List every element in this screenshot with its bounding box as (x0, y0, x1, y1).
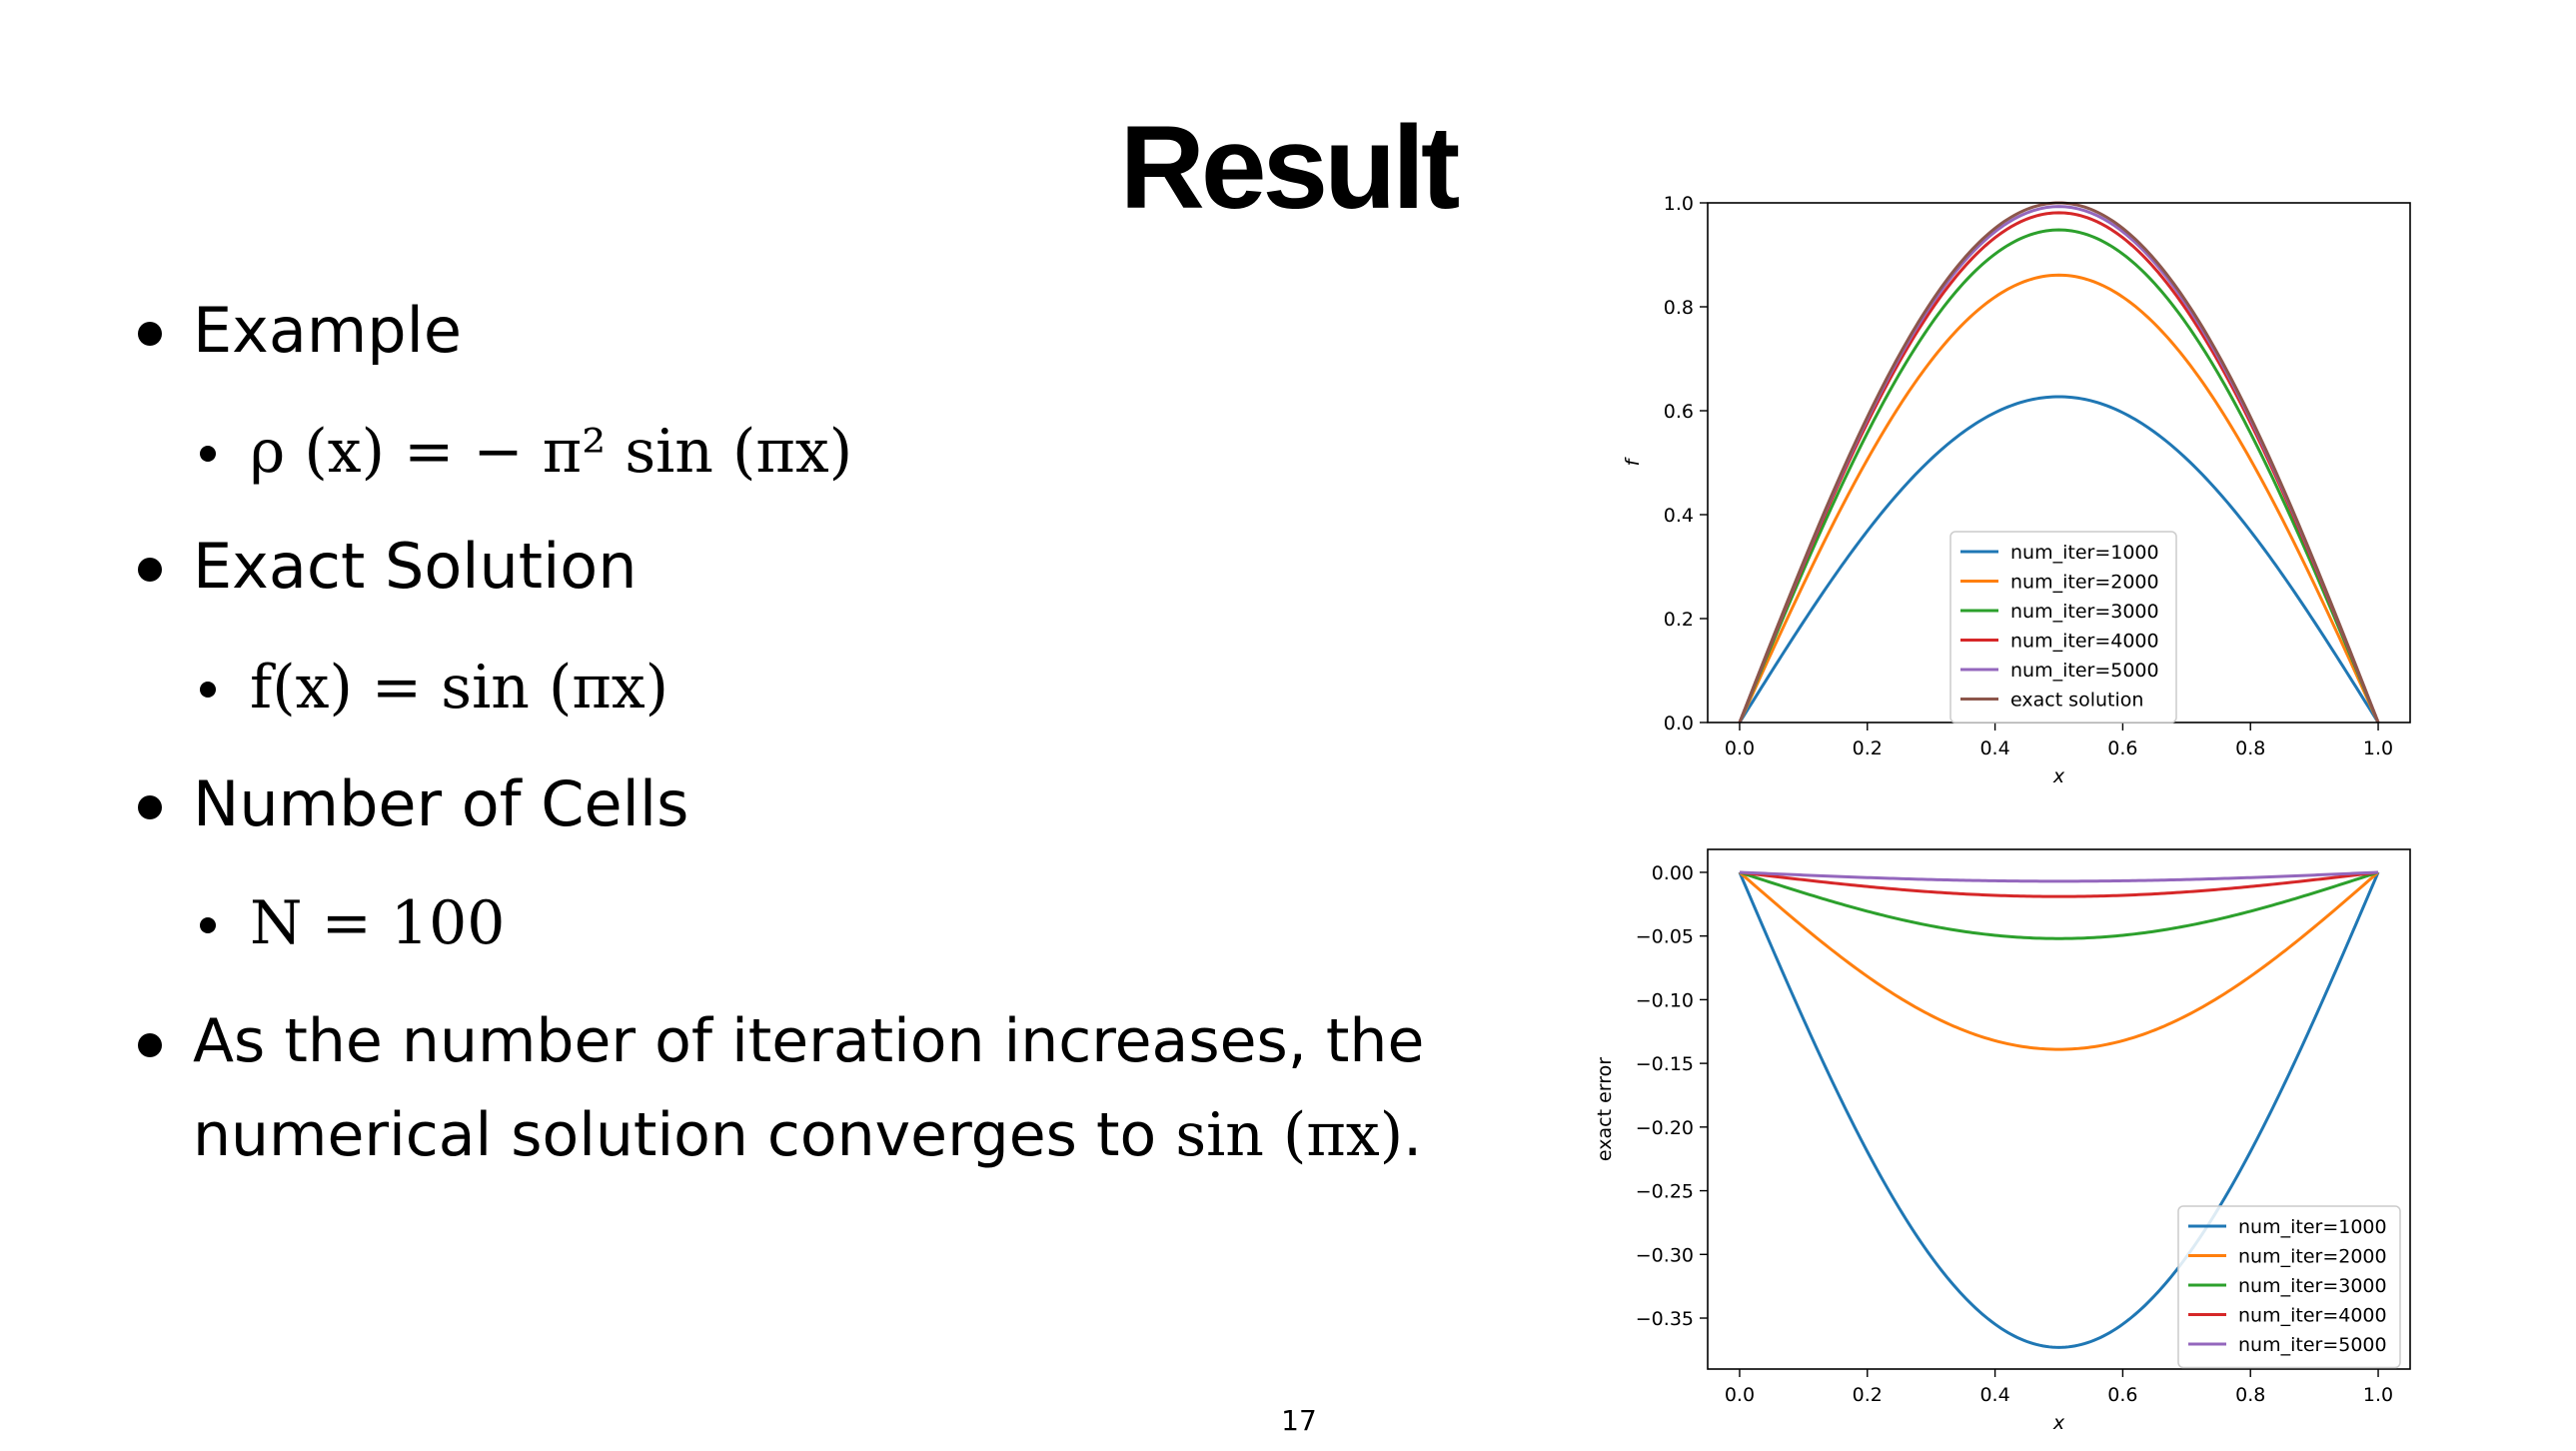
x-axis-label-1: x (2052, 1412, 2065, 1434)
series-line-1-2 (1740, 872, 2378, 938)
series-line-1-1 (1740, 872, 2378, 1049)
x-tick-label-1-0: 0.0 (1725, 1384, 1755, 1406)
legend-label-0-5: exact solution (2010, 690, 2143, 712)
legend-box-0 (1950, 532, 2176, 723)
y-tick-label-0-3: 0.6 (1664, 401, 1694, 423)
legend-label-1-0: num_iter=1000 (2238, 1216, 2387, 1238)
sub-bullet-dot (200, 682, 216, 698)
y-axis-label-0: f (1622, 456, 1644, 466)
legend-label-0-3: num_iter=4000 (2010, 631, 2159, 653)
y-tick-label-1-4: −0.20 (1636, 1117, 1694, 1139)
x-axis-label-0: x (2052, 765, 2065, 787)
series-line-0-1 (1740, 275, 2378, 723)
y-tick-label-1-2: −0.10 (1636, 989, 1694, 1011)
legend-label-1-4: num_iter=5000 (2238, 1334, 2387, 1356)
y-tick-label-1-1: −0.05 (1636, 926, 1694, 948)
bullet-dot (138, 1033, 162, 1057)
y-tick-label-1-0: 0.00 (1652, 862, 1694, 884)
x-tick-label-1-4: 0.8 (2235, 1384, 2265, 1406)
y-tick-label-0-1: 0.2 (1664, 609, 1694, 631)
x-tick-label-0-1: 0.2 (1853, 737, 1883, 759)
x-tick-label-1-2: 0.4 (1979, 1384, 2009, 1406)
bullet-example: Example (193, 300, 462, 362)
bullet-number-of-cells: Number of Cells (193, 773, 688, 835)
series-line-1-4 (1740, 872, 2378, 881)
x-tick-label-0-0: 0.0 (1725, 737, 1755, 759)
bullet-conclusion-line1: As the number of iteration increases, th… (193, 1011, 1424, 1071)
x-tick-label-0-3: 0.6 (2107, 737, 2137, 759)
y-axis-label-1: exact error (1594, 1057, 1616, 1161)
series-line-0-4 (1740, 207, 2378, 723)
sub-bullet-dot (200, 446, 216, 462)
y-tick-label-1-5: −0.25 (1636, 1181, 1694, 1203)
x-tick-label-1-1: 0.2 (1853, 1384, 1883, 1406)
sub-bullet-dot (200, 917, 216, 933)
x-tick-label-1-3: 0.6 (2107, 1384, 2137, 1406)
conclusion-math: sin (πx) (1175, 1100, 1403, 1170)
x-tick-label-0-2: 0.4 (1979, 737, 2009, 759)
series-line-0-2 (1740, 230, 2378, 723)
bullet-dot (138, 795, 162, 819)
series-line-0-3 (1740, 213, 2378, 723)
page-number: 17 (1269, 1404, 1329, 1437)
x-tick-label-0-5: 1.0 (2363, 737, 2393, 759)
legend-label-1-2: num_iter=3000 (2238, 1275, 2387, 1297)
series-line-0-5 (1740, 203, 2378, 723)
legend-label-0-0: num_iter=1000 (2010, 542, 2159, 564)
y-tick-label-0-2: 0.4 (1664, 505, 1694, 527)
legend-label-0-2: num_iter=3000 (2010, 601, 2159, 623)
series-line-1-3 (1740, 872, 2378, 896)
equation-exact: f(x) = sin (πx) (250, 658, 668, 718)
x-tick-label-0-4: 0.8 (2235, 737, 2265, 759)
equation-rho: ρ (x) = − π² sin (πx) (250, 422, 852, 482)
bullet-conclusion-line2: numerical solution converges to sin (πx)… (193, 1105, 1422, 1165)
series-line-0-0 (1740, 397, 2378, 723)
bullet-dot (138, 558, 162, 582)
bullet-list: Example ρ (x) = − π² sin (πx) Exact Solu… (0, 0, 1499, 1299)
legend-label-1-3: num_iter=4000 (2238, 1305, 2387, 1327)
y-tick-label-1-6: −0.30 (1636, 1244, 1694, 1266)
axes-frame-0 (1708, 203, 2410, 723)
y-tick-label-0-4: 0.8 (1664, 297, 1694, 319)
legend-label-0-4: num_iter=5000 (2010, 660, 2159, 682)
legend-label-1-1: num_iter=2000 (2238, 1246, 2387, 1268)
conclusion-text: numerical solution converges to (193, 1100, 1175, 1170)
axes-frame-1 (1708, 849, 2410, 1369)
series-line-1-0 (1740, 872, 2378, 1347)
x-tick-label-1-5: 1.0 (2363, 1384, 2393, 1406)
legend-box-1 (2178, 1206, 2400, 1368)
y-tick-label-1-7: −0.35 (1636, 1308, 1694, 1330)
y-tick-label-0-0: 0.0 (1664, 713, 1694, 734)
bullet-exact-solution: Exact Solution (193, 536, 638, 598)
legend-label-0-1: num_iter=2000 (2010, 572, 2159, 594)
equation-n: N = 100 (250, 893, 505, 953)
conclusion-period: . (1403, 1100, 1422, 1170)
y-tick-label-1-3: −0.15 (1636, 1053, 1694, 1075)
bullet-dot (138, 322, 162, 346)
